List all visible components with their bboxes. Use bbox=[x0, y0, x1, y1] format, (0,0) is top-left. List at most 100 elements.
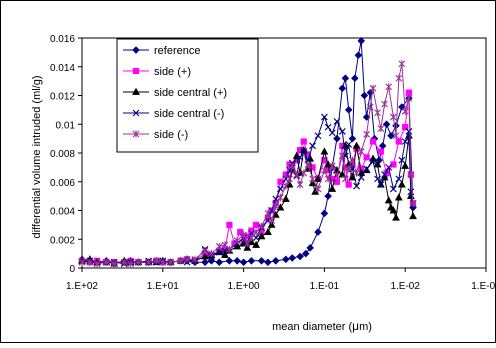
legend-label: side central (-) bbox=[154, 108, 224, 120]
data-point bbox=[338, 170, 347, 178]
data-point bbox=[253, 221, 260, 228]
y-tick-label: 0.012 bbox=[50, 92, 75, 103]
data-point bbox=[320, 147, 329, 155]
data-point bbox=[264, 258, 272, 267]
data-point bbox=[240, 231, 247, 239]
data-point bbox=[390, 113, 397, 121]
data-point bbox=[183, 255, 191, 263]
data-point bbox=[296, 181, 304, 189]
y-tick-label: 0 bbox=[69, 264, 75, 275]
legend: reference side (+) side central (+) side ce… bbox=[116, 38, 259, 153]
data-point bbox=[247, 257, 256, 265]
data-point bbox=[226, 221, 233, 228]
data-point bbox=[215, 248, 223, 256]
data-point bbox=[374, 175, 381, 183]
data-point bbox=[201, 252, 209, 260]
data-point bbox=[288, 254, 297, 262]
data-point bbox=[201, 258, 209, 267]
data-point bbox=[395, 175, 403, 183]
data-point bbox=[354, 51, 363, 60]
x-tick-label: 1.E+01 bbox=[147, 281, 179, 292]
data-point bbox=[268, 216, 276, 225]
data-point bbox=[377, 181, 385, 189]
data-point bbox=[153, 257, 160, 265]
data-point bbox=[345, 165, 353, 173]
y-axis-label: differential volume intruded (ml/g) bbox=[31, 75, 43, 238]
data-point bbox=[341, 175, 349, 183]
data-point bbox=[86, 258, 94, 266]
data-point bbox=[338, 84, 347, 93]
data-point bbox=[309, 175, 316, 183]
data-point bbox=[401, 138, 409, 145]
data-point bbox=[93, 260, 101, 268]
data-point bbox=[159, 258, 167, 266]
x-axis-label-mu: μ bbox=[352, 319, 359, 333]
data-point bbox=[385, 83, 393, 91]
data-point bbox=[328, 184, 337, 192]
legend-item: reference bbox=[123, 45, 200, 57]
data-point bbox=[314, 174, 322, 182]
y-tick-label: 0.004 bbox=[50, 207, 75, 218]
data-point bbox=[282, 182, 290, 190]
data-point bbox=[338, 152, 346, 160]
data-point bbox=[277, 178, 284, 185]
data-point bbox=[369, 84, 377, 92]
legend-item: side (+) bbox=[123, 66, 191, 78]
data-point bbox=[324, 175, 332, 183]
data-point bbox=[321, 166, 328, 174]
data-point bbox=[257, 257, 266, 265]
data-point bbox=[377, 148, 384, 155]
data-point bbox=[102, 258, 110, 266]
data-point bbox=[357, 37, 366, 45]
legend-marker bbox=[132, 109, 140, 117]
data-point bbox=[225, 245, 233, 253]
data-point bbox=[135, 258, 142, 266]
data-point bbox=[360, 91, 369, 100]
data-point bbox=[258, 222, 265, 230]
data-point bbox=[328, 129, 336, 137]
data-point bbox=[385, 163, 393, 171]
legend-box bbox=[116, 38, 259, 153]
legend-marker bbox=[132, 87, 140, 95]
data-point bbox=[352, 141, 361, 149]
data-point bbox=[208, 250, 215, 258]
data-point bbox=[397, 180, 406, 188]
data-point bbox=[328, 162, 336, 170]
data-point bbox=[353, 169, 360, 177]
data-point bbox=[264, 227, 272, 235]
data-point bbox=[401, 107, 409, 115]
data-point bbox=[282, 171, 289, 178]
data-point bbox=[345, 140, 353, 148]
data-point bbox=[353, 182, 360, 190]
x-tick-label: 1.E-01 bbox=[310, 281, 340, 292]
data-point bbox=[221, 247, 229, 255]
data-point bbox=[191, 255, 199, 263]
data-point bbox=[333, 172, 341, 180]
data-point bbox=[401, 161, 410, 169]
data-point bbox=[392, 132, 400, 140]
data-point bbox=[293, 170, 301, 179]
x-axis-label-tail: m) bbox=[359, 321, 372, 333]
y-tick-label: 0.002 bbox=[50, 235, 75, 246]
data-point bbox=[145, 258, 152, 266]
data-point bbox=[324, 192, 332, 200]
data-series bbox=[78, 37, 417, 268]
data-point bbox=[351, 74, 359, 83]
x-tick-label: 1.E-02 bbox=[390, 281, 420, 292]
legend-item: side (-) bbox=[123, 129, 188, 141]
data-point bbox=[389, 206, 398, 214]
x-axis: 1.E+02 1.E+01 1.E+00 1.E-01 1.E-02 1.E-03 bbox=[66, 268, 496, 292]
data-point bbox=[286, 175, 293, 183]
data-point bbox=[243, 239, 251, 248]
legend-marker bbox=[132, 130, 140, 138]
data-point bbox=[271, 257, 280, 265]
data-point bbox=[272, 202, 280, 210]
legend-label: side central (+) bbox=[154, 87, 227, 99]
y-tick-label: 0.014 bbox=[50, 63, 75, 74]
y-axis: 0 0.002 0.004 0.006 0.008 0.01 0.012 0.014 0.016 bbox=[50, 34, 82, 275]
data-point bbox=[390, 161, 397, 168]
y-tick-label: 0.016 bbox=[50, 34, 75, 45]
data-point bbox=[282, 255, 290, 264]
